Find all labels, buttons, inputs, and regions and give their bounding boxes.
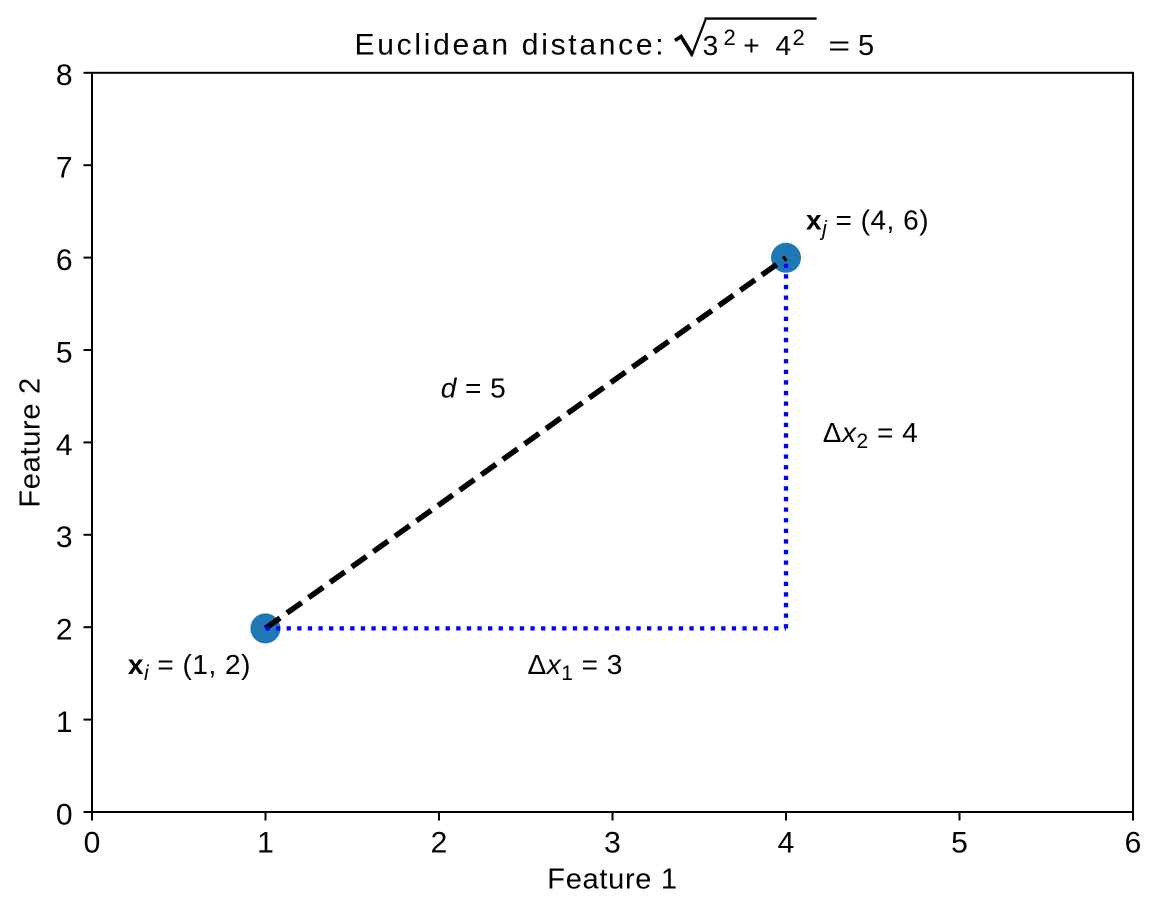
svg-text:1: 1 — [257, 827, 274, 860]
svg-text:4: 4 — [56, 429, 73, 462]
svg-text:4: 4 — [778, 827, 795, 860]
svg-text:Feature 2: Feature 2 — [14, 377, 46, 507]
svg-text:2: 2 — [724, 25, 736, 50]
svg-text:5: 5 — [951, 827, 968, 860]
svg-text:0: 0 — [56, 798, 73, 831]
svg-text:+: + — [743, 30, 759, 61]
svg-text:Δx1 = 3: Δx1 = 3 — [528, 649, 623, 685]
svg-text:Δx2 = 4: Δx2 = 4 — [823, 417, 918, 453]
svg-text:d = 5: d = 5 — [441, 373, 507, 404]
svg-text:6: 6 — [56, 244, 73, 277]
svg-text:4: 4 — [776, 30, 792, 61]
svg-text:8: 8 — [56, 59, 73, 92]
svg-text:=: = — [828, 30, 850, 61]
svg-text:Feature 1: Feature 1 — [547, 863, 677, 895]
svg-text:2: 2 — [56, 614, 73, 647]
svg-text:xi = (1, 2): xi = (1, 2) — [128, 649, 251, 685]
svg-text:2: 2 — [793, 25, 805, 50]
svg-text:3: 3 — [604, 827, 621, 860]
svg-text:3: 3 — [703, 30, 719, 61]
svg-text:5: 5 — [858, 30, 874, 62]
svg-text:0: 0 — [84, 827, 101, 860]
svg-text:xj = (4, 6): xj = (4, 6) — [806, 205, 929, 241]
svg-text:2: 2 — [431, 827, 448, 860]
svg-text:1: 1 — [56, 706, 73, 739]
svg-text:7: 7 — [56, 152, 73, 185]
svg-text:3: 3 — [56, 521, 73, 554]
svg-text:6: 6 — [1125, 827, 1142, 860]
svg-text:5: 5 — [56, 336, 73, 369]
svg-text:Euclidean distance:: Euclidean distance: — [355, 28, 667, 61]
